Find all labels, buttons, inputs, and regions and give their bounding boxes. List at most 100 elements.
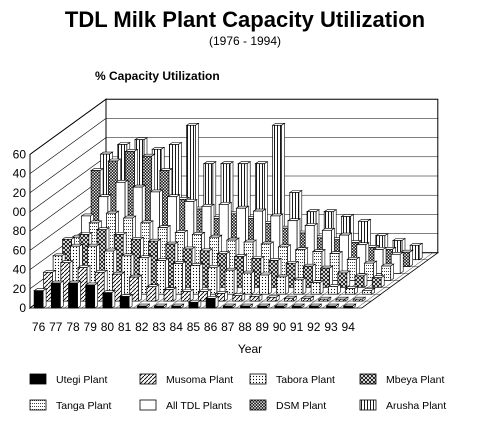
bar [390, 251, 405, 275]
legend-item: Mbeya Plant [359, 373, 444, 386]
bar [249, 293, 263, 302]
legend-swatch [29, 399, 47, 411]
bar [241, 270, 256, 295]
y-tick-label: 20 [13, 282, 27, 296]
y-tick-label: 40 [13, 167, 27, 181]
bar [399, 249, 414, 268]
legend-label: Tanga Plant [56, 400, 112, 412]
chart-subtitle: (1976 - 1994) [209, 34, 281, 48]
legend-item: Musoma Plant [139, 373, 233, 386]
x-tick-label: 93 [324, 320, 338, 334]
bar [300, 295, 315, 302]
bar-marks [33, 122, 424, 309]
bar [273, 303, 288, 309]
legend-item: Tabora Plant [249, 373, 335, 386]
bar [302, 263, 317, 288]
x-tick-label: 94 [342, 320, 356, 334]
bar [266, 294, 281, 302]
legend-swatch [359, 373, 377, 385]
x-tick-label: 76 [32, 320, 46, 334]
x-tick-label: 87 [221, 320, 235, 334]
bar [344, 285, 359, 295]
bar [163, 287, 177, 302]
x-tick-label: 89 [256, 320, 270, 334]
bar [308, 303, 323, 309]
bar [33, 288, 48, 309]
legend-swatch [359, 399, 377, 411]
x-tick-label: 90 [273, 320, 287, 334]
legend-label: Musoma Plant [166, 374, 233, 386]
bar [50, 280, 65, 309]
legend-item: Tanga Plant [29, 399, 112, 412]
legend-label: Arusha Plant [386, 400, 446, 412]
bar [335, 296, 349, 302]
x-tick-label: 80 [101, 320, 115, 334]
series-utegi-plant [33, 280, 357, 309]
bar [325, 303, 340, 309]
bar [327, 283, 342, 295]
legend-swatch [29, 373, 47, 385]
x-tick-label: 91 [290, 320, 304, 334]
y-tick-label: 60 [13, 243, 27, 257]
x-tick-label: 82 [135, 320, 149, 334]
x-tick-label: 86 [204, 320, 218, 334]
bar [145, 284, 160, 302]
x-tick-label: 78 [66, 320, 80, 334]
x-tick-label: 84 [170, 320, 184, 334]
x-tick-label: 85 [187, 320, 201, 334]
legend-label: Mbeya Plant [386, 374, 444, 386]
bar [222, 303, 237, 309]
bar [380, 263, 395, 281]
bar [283, 295, 298, 302]
x-tick-label: 83 [152, 320, 166, 334]
x-tick-labels: 76 77 78 79 80 81 82 83 84 85 86 87 88 89 90 91 92 93 94 [32, 320, 355, 334]
legend-swatch [139, 399, 157, 411]
bar [206, 264, 221, 295]
y-axis-label: % Capacity Utilization [95, 69, 220, 83]
chart-title: TDL Milk Plant Capacity Utilization [65, 7, 425, 32]
y-tick-label: 0 [19, 301, 26, 315]
legend-swatch [249, 399, 267, 411]
bar [291, 303, 306, 309]
legend-label: Tabora Plant [276, 374, 335, 386]
bar [189, 262, 204, 295]
bar [111, 271, 126, 302]
bar [361, 287, 376, 295]
bar [153, 303, 168, 309]
legend-label: Utegi Plant [56, 374, 107, 386]
bar [187, 299, 202, 309]
x-tick-label: 77 [49, 320, 63, 334]
bar [256, 303, 271, 309]
y-tick-label: 40 [13, 263, 27, 277]
bar [239, 303, 254, 309]
bar [336, 270, 351, 288]
y-tick-labels: 0 20 40 60 80 00 20 40 60 [13, 147, 27, 315]
bar [319, 265, 334, 288]
bar [224, 267, 239, 295]
legend-item: All TDL Plants [139, 399, 232, 412]
legend-label: All TDL Plants [166, 400, 232, 412]
legend-item: DSM Plant [249, 399, 326, 412]
bar [258, 272, 273, 295]
y-tick-label: 60 [13, 147, 27, 161]
bar [354, 273, 368, 288]
x-tick-label: 92 [307, 320, 321, 334]
bar [180, 288, 195, 302]
legend-item: Arusha Plant [359, 399, 446, 412]
bar [101, 290, 116, 309]
bar [275, 274, 290, 295]
bar [84, 282, 99, 309]
bar [352, 296, 367, 302]
legend-swatch [249, 373, 267, 385]
bar [155, 258, 170, 295]
bar [371, 275, 386, 288]
legend-label: DSM Plant [276, 400, 326, 412]
legend: Utegi Plant Musoma Plant Tabora Plant Mbeya… [29, 373, 446, 412]
bar [205, 295, 220, 309]
x-tick-label: 79 [84, 320, 98, 334]
y-tick-label: 00 [13, 205, 27, 219]
bar [317, 296, 332, 302]
bar [170, 303, 185, 309]
x-axis-label: Year [238, 342, 262, 356]
